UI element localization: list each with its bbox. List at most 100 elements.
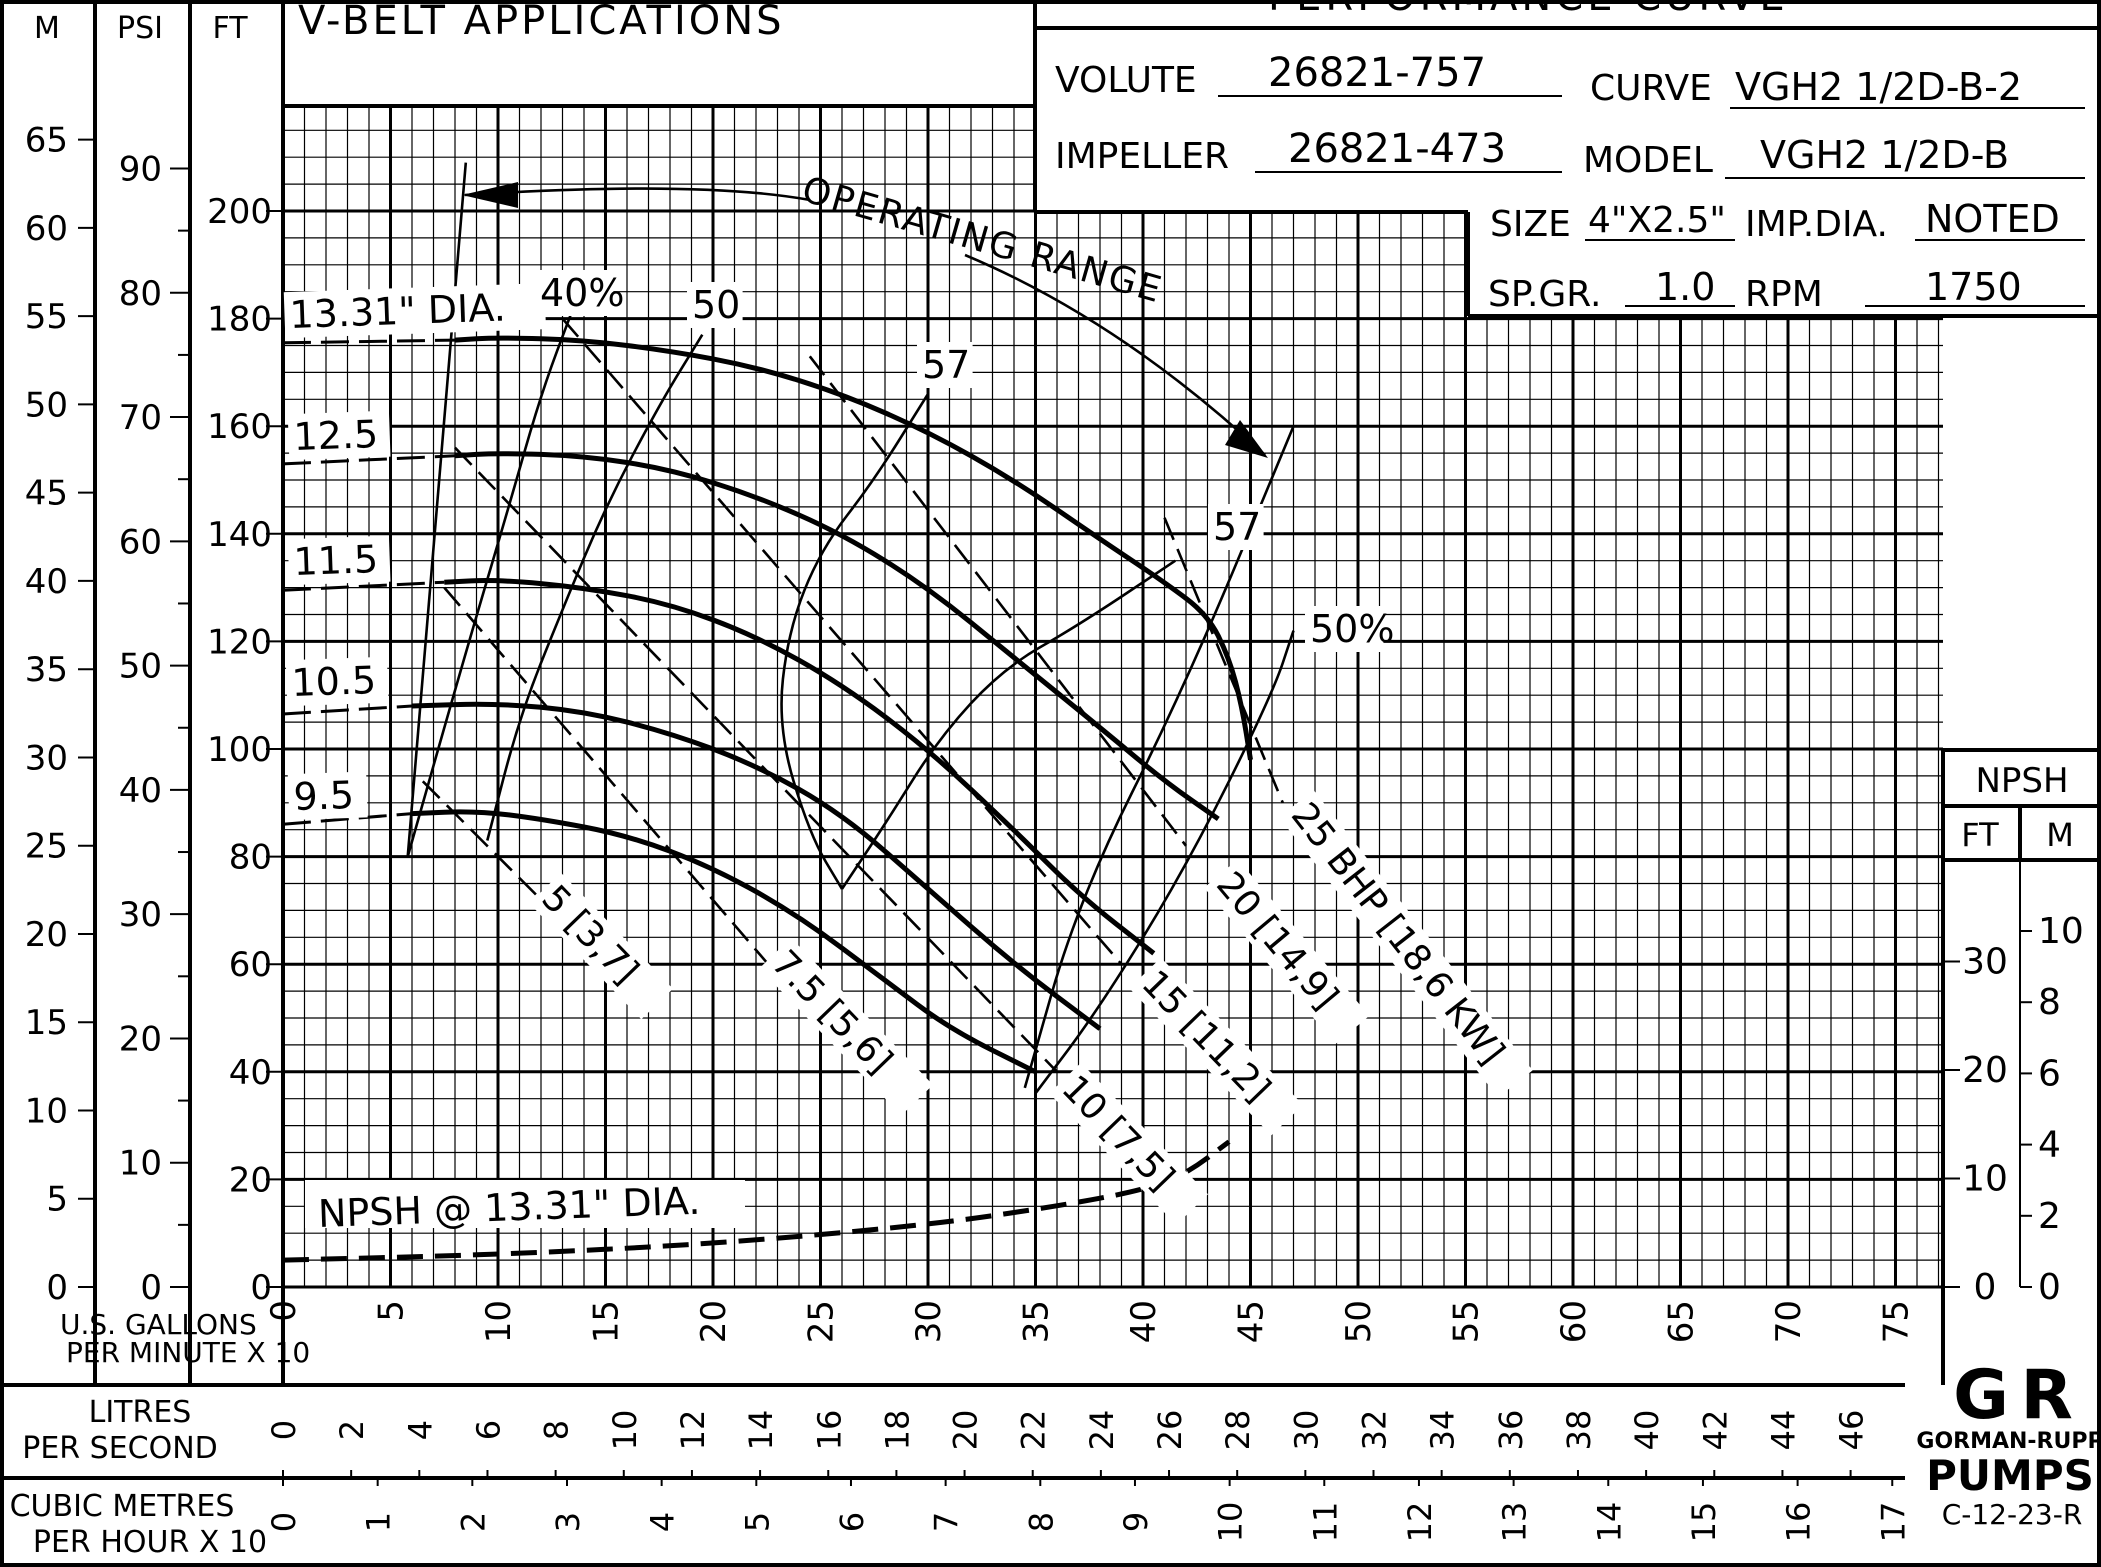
head-curve-label-group: 11.5 — [287, 535, 391, 586]
m-tick-label: 35 — [25, 650, 68, 690]
gpm-tick-label: 60 — [1554, 1300, 1594, 1343]
impeller-label: IMPELLER — [1055, 136, 1229, 177]
lps-tick-label: 20 — [947, 1410, 985, 1451]
gpm-tick-label: 35 — [1017, 1300, 1057, 1343]
bhp-label-group: 25 BHP [18,6 KW] — [1279, 790, 1533, 1098]
gpm-tick-label: 50 — [1339, 1300, 1379, 1343]
npsh-m-tick-label: 4 — [2038, 1125, 2061, 1166]
npsh-ft-tick-label: 20 — [1962, 1050, 2008, 1091]
psi-tick-label: 50 — [119, 647, 162, 687]
lps-axis-label-1: LITRES — [89, 1395, 192, 1430]
head-curve — [454, 451, 1220, 821]
ft-tick-label: 0 — [250, 1268, 272, 1308]
psi-tick-label: 90 — [119, 149, 162, 189]
lps-tick-label: 22 — [1015, 1410, 1053, 1451]
bhp-label: 15 [11,2] — [1134, 963, 1278, 1111]
psi-tick-label: 40 — [119, 771, 162, 811]
head-curve — [444, 578, 1156, 956]
curve-title: PERFORMANCE CURVE — [1268, 0, 1789, 20]
lps-tick-label: 14 — [742, 1410, 780, 1451]
diameter-extension-line — [282, 704, 413, 716]
diameter-extension-line — [282, 812, 413, 826]
diameter-extension-line — [282, 580, 445, 592]
curve-code: C-12-23-R — [1942, 1498, 2083, 1531]
head-curve — [411, 701, 1102, 1031]
lps-tick-label: 42 — [1696, 1410, 1734, 1451]
lps-axis-label-2: PER SECOND — [22, 1431, 218, 1466]
psi-tick-label: 70 — [119, 398, 162, 438]
ft-tick-label: 180 — [207, 300, 272, 340]
psi-tick-label: 80 — [119, 274, 162, 314]
m-tick-label: 20 — [25, 915, 68, 955]
cmh-tick-label: 1 — [360, 1512, 398, 1532]
cmh-tick-label: 6 — [833, 1512, 871, 1532]
efficiency-label: 57 — [922, 343, 970, 387]
bhp-label-bg — [1204, 859, 1370, 1045]
efficiency-line — [780, 393, 930, 890]
m-tick-label: 40 — [25, 562, 68, 602]
head-curve-label-bg — [283, 283, 546, 339]
head-curve-label-bg — [287, 771, 368, 821]
gpm-tick-label: 70 — [1769, 1300, 1809, 1343]
bhp-label-bg — [1279, 790, 1533, 1098]
cmh-tick-label: 3 — [549, 1512, 587, 1532]
size-label: SIZE — [1490, 204, 1571, 245]
efficiency-label-group: 50 — [687, 282, 743, 328]
application-title: V-BELT APPLICATIONS — [298, 0, 785, 44]
gpm-tick-label: 15 — [587, 1300, 627, 1343]
ft-tick-label: 20 — [229, 1160, 272, 1200]
ft-tick-label: 120 — [207, 622, 272, 662]
bhp-line — [561, 317, 1123, 966]
lps-tick-label: 26 — [1151, 1410, 1189, 1451]
lps-tick-label: 8 — [538, 1420, 576, 1440]
gpm-tick-label: 20 — [694, 1300, 734, 1343]
lps-tick-label: 38 — [1560, 1410, 1598, 1451]
gpm-tick-label: 65 — [1662, 1300, 1702, 1343]
gpm-tick-label: 5 — [372, 1300, 412, 1322]
efficiency-label-group: 57 — [1208, 504, 1264, 550]
cmh-axis-label-2: PER HOUR X 10 — [33, 1525, 267, 1560]
efficiency-line — [486, 334, 704, 841]
gpm-tick-label: 25 — [802, 1300, 842, 1343]
head-curve-label: 11.5 — [293, 537, 379, 584]
cmh-tick-label: 9 — [1117, 1512, 1155, 1532]
cmh-tick-label: 0 — [265, 1512, 303, 1532]
bhp-label-bg — [1129, 957, 1303, 1136]
head-curve-label-bg — [287, 535, 391, 586]
cmh-tick-label: 17 — [1874, 1502, 1912, 1543]
gpm-axis-label-2: PER MINUTE X 10 — [66, 1336, 310, 1369]
m-tick-label: 15 — [25, 1003, 68, 1043]
head-curve-label: 10.5 — [291, 658, 377, 705]
lps-tick-label: 36 — [1492, 1410, 1530, 1451]
npsh-axis-header: NPSH — [1975, 761, 2068, 801]
lps-tick-label: 24 — [1083, 1410, 1121, 1451]
gpm-tick-label: 10 — [479, 1300, 519, 1343]
label-layer: 13.31" DIA. 12.5 11.5 10.5 9.5 40% 50 57 57 50% 5 … — [283, 270, 1533, 1225]
m-tick-label: 30 — [25, 738, 68, 778]
head-curve-label-bg — [285, 656, 389, 707]
ft-axis-label: FT — [212, 11, 248, 46]
efficiency-label: 57 — [1213, 505, 1261, 549]
lps-tick-label: 16 — [810, 1410, 848, 1451]
cmh-tick-label: 5 — [738, 1512, 776, 1532]
operating-range-line — [1023, 425, 1295, 1089]
bhp-label-bg — [529, 872, 673, 1020]
psi-tick-label: 10 — [119, 1144, 162, 1184]
head-curve-label: 9.5 — [293, 773, 355, 819]
head-curve-label-group: 13.31" DIA. — [283, 283, 546, 339]
psi-axis-label: PSI — [117, 11, 163, 46]
bhp-line — [443, 586, 779, 976]
arrow-head-right — [1225, 420, 1268, 458]
plot-grid — [281, 106, 1943, 1289]
bhp-line — [1163, 517, 1285, 804]
m-tick-label: 65 — [25, 121, 68, 161]
bhp-label-group: 5 [3,7] — [529, 872, 673, 1020]
lps-tick-label: 0 — [265, 1420, 303, 1440]
lps-tick-label: 32 — [1356, 1410, 1394, 1451]
efficiency-line — [1034, 630, 1295, 1095]
lps-tick-label: 6 — [469, 1420, 507, 1440]
efficiency-label-group: 57 — [917, 342, 973, 388]
gpm-tick-label: 75 — [1877, 1300, 1917, 1343]
diameter-extension-line — [282, 454, 456, 466]
spgr-value: 1.0 — [1655, 265, 1715, 309]
